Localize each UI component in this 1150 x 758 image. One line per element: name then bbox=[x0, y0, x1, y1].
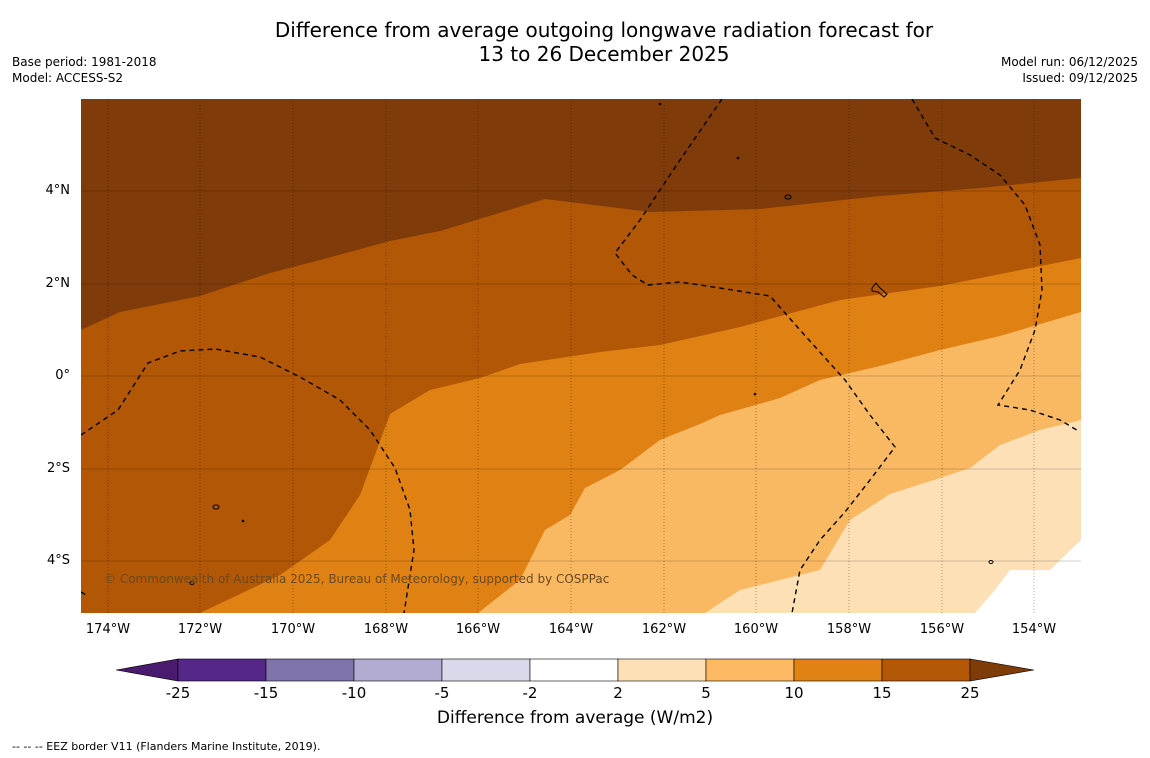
lon-label: 164°W bbox=[548, 622, 594, 637]
colorbar-segment bbox=[265, 658, 355, 682]
colorbar-tick: 2 bbox=[613, 684, 623, 702]
lat-label: 2°S bbox=[46, 461, 70, 476]
lon-label: 166°W bbox=[455, 622, 501, 637]
lat-label: 2°N bbox=[45, 276, 71, 291]
lon-label: 172°W bbox=[177, 622, 223, 637]
island bbox=[241, 519, 245, 523]
colorbar-tick: -25 bbox=[165, 684, 191, 702]
base-period: Base period: 1981-2018 bbox=[12, 55, 157, 69]
eez-border-east bbox=[911, 99, 1081, 433]
colorbar-label: Difference from average (W/m2) bbox=[436, 708, 714, 728]
colorbar-segment bbox=[705, 658, 795, 682]
lat-label: 0° bbox=[55, 368, 70, 383]
title-line-1: Difference from average outgoing longwav… bbox=[274, 18, 934, 42]
issued-date: Issued: 09/12/2025 bbox=[1022, 71, 1138, 85]
colorbar-tick: -5 bbox=[434, 684, 450, 702]
chart-title: Difference from average outgoing longwav… bbox=[0, 18, 1150, 66]
lon-label: 158°W bbox=[826, 622, 872, 637]
island bbox=[736, 156, 740, 160]
model-name: Model: ACCESS-S2 bbox=[12, 71, 124, 85]
lon-label: 170°W bbox=[270, 622, 316, 637]
colorbar-segment bbox=[353, 658, 443, 682]
lon-label: 156°W bbox=[919, 622, 965, 637]
band-2-5 bbox=[705, 420, 1081, 613]
colorbar-tick: 5 bbox=[701, 684, 711, 702]
colorbar bbox=[115, 658, 1035, 682]
island bbox=[212, 504, 220, 510]
lon-label: 162°W bbox=[641, 622, 687, 637]
island bbox=[784, 194, 792, 200]
lon-label: 154°W bbox=[1011, 622, 1057, 637]
lat-gridlines bbox=[81, 190, 1081, 562]
eez-border-west bbox=[81, 348, 415, 613]
colorbar-segment bbox=[793, 658, 883, 682]
eez-border-central bbox=[614, 99, 896, 613]
band-neutral bbox=[975, 540, 1081, 613]
colorbar-segment bbox=[617, 658, 707, 682]
island bbox=[871, 282, 888, 298]
colorbar-tick: 15 bbox=[872, 684, 892, 702]
lon-label: 168°W bbox=[363, 622, 409, 637]
lon-label: 160°W bbox=[733, 622, 779, 637]
colorbar-low-extend bbox=[115, 658, 179, 682]
colorbar-segment bbox=[529, 658, 619, 682]
colorbar-segment bbox=[881, 658, 971, 682]
islands bbox=[189, 102, 994, 585]
lon-label: 174°W bbox=[85, 622, 131, 637]
lat-label: 4°S bbox=[46, 553, 70, 568]
meta-left: Base period: 1981-2018 Model: ACCESS-S2 bbox=[12, 54, 157, 86]
model-run: Model run: 06/12/2025 bbox=[1000, 55, 1138, 69]
colorbar-tick: 25 bbox=[960, 684, 980, 702]
colorbar-tick: -2 bbox=[522, 684, 538, 702]
meta-right: Model run: 06/12/2025 Issued: 09/12/2025 bbox=[1001, 54, 1138, 86]
colorbar-segment bbox=[177, 658, 267, 682]
map-credit: © Commonwealth of Australia 2025, Bureau… bbox=[104, 572, 610, 586]
colorbar-segment bbox=[441, 658, 531, 682]
title-line-2: 13 to 26 December 2025 bbox=[478, 42, 730, 66]
lat-label: 4°N bbox=[45, 183, 71, 198]
colorbar-high-extend bbox=[969, 658, 1035, 682]
island bbox=[753, 392, 757, 396]
eez-borders bbox=[81, 99, 1081, 613]
eez-border-small bbox=[81, 591, 87, 596]
footer-note: -- -- -- EEZ border V11 (Flanders Marine… bbox=[12, 740, 321, 753]
map-fill bbox=[81, 99, 1081, 613]
colorbar-tick: -15 bbox=[253, 684, 279, 702]
island bbox=[189, 581, 195, 585]
island bbox=[988, 560, 994, 564]
colorbar-tick: -10 bbox=[341, 684, 367, 702]
colorbar-tick: 10 bbox=[784, 684, 804, 702]
island bbox=[658, 102, 662, 106]
